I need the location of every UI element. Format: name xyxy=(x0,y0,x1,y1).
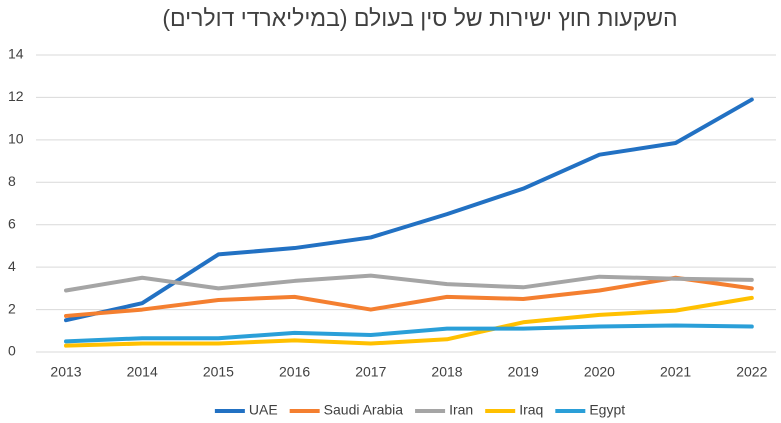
legend-label: Egypt xyxy=(589,402,625,418)
legend-label: UAE xyxy=(249,402,278,418)
x-tick-label: 2016 xyxy=(279,364,310,380)
x-tick-label: 2013 xyxy=(50,364,81,380)
x-tick-label: 2015 xyxy=(203,364,234,380)
x-tick-label: 2017 xyxy=(355,364,386,380)
chart-title: השקעות חוץ ישירות של סין בעולם (במיליארד… xyxy=(162,5,677,31)
line-series xyxy=(64,275,754,318)
y-tick-label: 4 xyxy=(8,258,16,274)
legend-label: Saudi Arabia xyxy=(324,402,404,418)
x-tick-label: 2019 xyxy=(508,364,539,380)
x-tick-label: 2018 xyxy=(431,364,462,380)
line-series xyxy=(64,273,754,293)
line-series xyxy=(64,295,754,348)
y-tick-label: 8 xyxy=(8,173,16,189)
x-tick-label: 2020 xyxy=(584,364,615,380)
x-tick-label: 2022 xyxy=(736,364,767,380)
y-tick-label: 0 xyxy=(8,343,16,359)
y-tick-label: 6 xyxy=(8,215,16,231)
line-series xyxy=(64,97,754,323)
y-tick-label: 10 xyxy=(8,131,24,147)
y-tick-label: 14 xyxy=(8,46,24,62)
x-tick-label: 2014 xyxy=(127,364,158,380)
x-tick-label: 2021 xyxy=(660,364,691,380)
y-tick-label: 12 xyxy=(8,88,24,104)
legend-label: Iraq xyxy=(519,402,543,418)
legend-label: Iran xyxy=(449,402,473,418)
y-tick-label: 2 xyxy=(8,300,16,316)
legend: UAE Saudi Arabia Iran Iraq Egypt xyxy=(214,402,625,418)
line-series xyxy=(64,323,754,344)
